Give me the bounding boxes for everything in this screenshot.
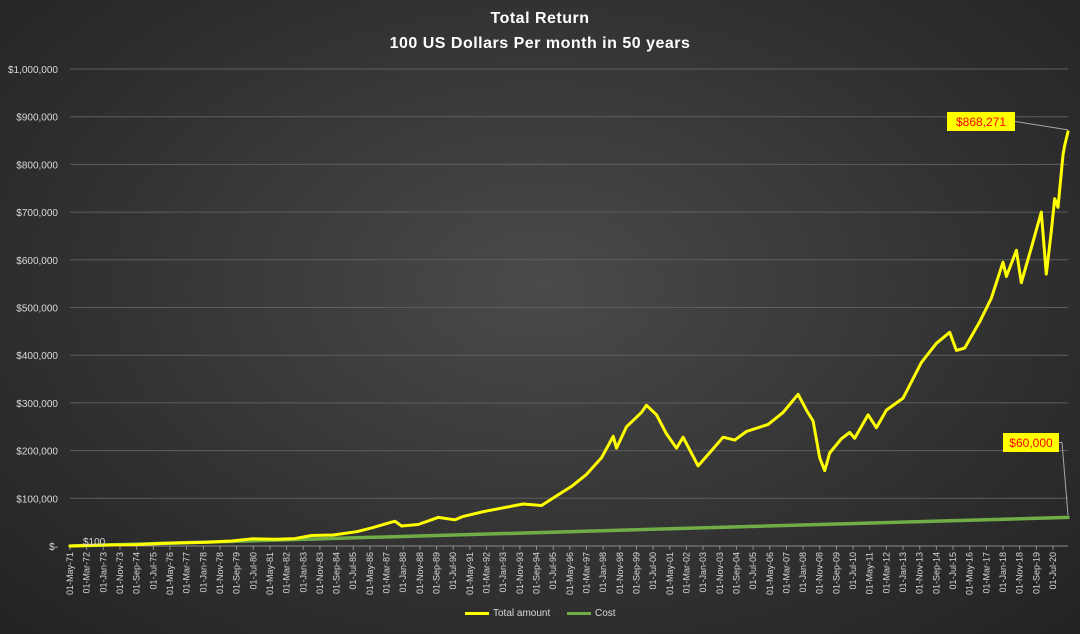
y-tick-label: $- — [49, 542, 58, 553]
x-tick-label: 01-Jul-80 — [248, 552, 258, 590]
x-tick-label: 01-Jul-95 — [548, 552, 558, 590]
x-tick-label: 01-Jul-75 — [148, 552, 158, 590]
callout-leader-total — [1014, 121, 1069, 131]
y-axis-ticks: $- $100,000 $200,000 $300,000 $400,000 $500,0… — [8, 65, 58, 553]
y-tick-label: $700,000 — [16, 208, 58, 219]
x-tick-label: 01-Mar-12 — [881, 552, 891, 594]
x-tick-label: 01-May-96 — [565, 552, 575, 595]
callout-box-total — [947, 112, 1015, 131]
x-tick-label: 01-Sep-94 — [532, 552, 542, 594]
x-tick-label: 01-May-71 — [65, 552, 75, 595]
y-tick-label: $300,000 — [16, 399, 58, 410]
x-tick-label: 01-Jan-83 — [298, 552, 308, 593]
x-tick-label: 01-May-16 — [965, 552, 975, 595]
y-tick-label: $100,000 — [16, 494, 58, 505]
y-tick-label: $900,000 — [16, 113, 58, 124]
x-tick-label: 01-Mar-77 — [182, 552, 192, 594]
x-tick-label: 01-Jul-90 — [448, 552, 458, 590]
x-tick-label: 01-May-01 — [665, 552, 675, 595]
x-tick-label: 01-Mar-97 — [581, 552, 591, 594]
x-tick-label: 01-Jul-05 — [748, 552, 758, 590]
y-tick-label: $1,000,000 — [8, 65, 58, 76]
x-axis-ticks: 01-May-71 01-Mar-72 01-Jan-73 01-Nov-73 01-S… — [65, 546, 1058, 595]
gridlines — [70, 68, 1068, 547]
legend-item-cost: Cost — [567, 608, 616, 619]
x-tick-label: 01-Jul-00 — [648, 552, 658, 590]
x-tick-label: 01-Jan-88 — [398, 552, 408, 593]
legend-item-total: Total amount — [465, 608, 550, 619]
x-tick-label: 01-Sep-74 — [132, 552, 142, 594]
x-tick-label: 01-May-76 — [165, 552, 175, 595]
x-tick-label: 01-Jan-08 — [798, 552, 808, 593]
x-tick-label: 01-May-81 — [265, 552, 275, 595]
x-tick-label: 01-Sep-19 — [1031, 552, 1041, 594]
chart-subtitle: 100 US Dollars Per month in 50 years — [389, 35, 691, 52]
x-tick-label: 01-Sep-79 — [232, 552, 242, 594]
legend-label-cost: Cost — [595, 608, 616, 619]
legend-swatch-total — [465, 612, 489, 615]
callout-leader-cost — [1059, 442, 1069, 516]
callout-label-cost: $60,000 — [1009, 436, 1053, 450]
x-tick-label: 01-Sep-89 — [432, 552, 442, 594]
x-tick-label: 01-May-11 — [865, 552, 875, 594]
x-tick-label: 01-Jul-85 — [348, 552, 358, 590]
x-tick-label: 01-Mar-92 — [482, 552, 492, 594]
x-tick-label: 01-Nov-83 — [315, 552, 325, 594]
x-tick-label: 01-Jul-15 — [948, 552, 958, 590]
x-tick-label: 01-Jan-78 — [198, 552, 208, 593]
legend-swatch-cost — [567, 612, 591, 615]
x-tick-label: 01-May-86 — [365, 552, 375, 595]
annotations: $868,271 $60,000 $100 — [83, 112, 1069, 548]
start-value-label: $100 — [83, 537, 106, 548]
x-tick-label: 01-Mar-82 — [282, 552, 292, 594]
x-tick-label: 01-Nov-03 — [715, 552, 725, 594]
x-tick-label: 01-May-06 — [765, 552, 775, 595]
x-tick-label: 01-Nov-93 — [515, 552, 525, 594]
x-tick-label: 01-Jan-98 — [598, 552, 608, 593]
x-tick-label: 01-Sep-04 — [731, 552, 741, 594]
x-tick-label: 01-Nov-73 — [115, 552, 125, 594]
x-tick-label: 01-Jan-93 — [498, 552, 508, 593]
x-tick-label: 01-Nov-13 — [915, 552, 925, 594]
x-tick-label: 01-Jan-73 — [98, 552, 108, 593]
x-tick-label: 01-Mar-07 — [781, 552, 791, 594]
x-tick-label: 01-May-91 — [465, 552, 475, 595]
series-line-total-amount — [68, 130, 1070, 548]
x-tick-label: 01-Nov-98 — [615, 552, 625, 594]
y-tick-label: $600,000 — [16, 256, 58, 267]
callout-box-cost — [1003, 433, 1059, 452]
x-tick-label: 01-Nov-88 — [415, 552, 425, 594]
x-tick-label: 01-Jan-18 — [998, 552, 1008, 593]
x-tick-label: 01-Jan-03 — [698, 552, 708, 593]
series-lines — [68, 130, 1070, 548]
y-tick-label: $500,000 — [16, 304, 58, 315]
x-tick-label: 01-Mar-72 — [82, 552, 92, 594]
y-tick-label: $200,000 — [16, 447, 58, 458]
x-tick-label: 01-Sep-09 — [831, 552, 841, 594]
x-tick-label: 01-Sep-84 — [332, 552, 342, 594]
x-tick-label: 01-Nov-18 — [1015, 552, 1025, 594]
x-tick-label: 01-Mar-02 — [681, 552, 691, 594]
x-tick-label: 01-Sep-99 — [631, 552, 641, 594]
x-tick-label: 01-Sep-14 — [931, 552, 941, 594]
y-tick-label: $400,000 — [16, 351, 58, 362]
x-tick-label: 01-Mar-87 — [382, 552, 392, 594]
y-tick-label: $800,000 — [16, 160, 58, 171]
x-tick-label: 01-Nov-08 — [815, 552, 825, 594]
x-tick-label: 01-Mar-17 — [981, 552, 991, 594]
x-tick-label: 01-Jan-13 — [898, 552, 908, 593]
legend-label-total: Total amount — [493, 608, 551, 619]
chart-title: Total Return — [490, 10, 590, 27]
x-tick-label: 01-Jul-20 — [1048, 552, 1058, 590]
x-tick-label: 01-Nov-78 — [215, 552, 225, 594]
x-tick-label: 01-Jul-10 — [848, 552, 858, 590]
callout-label-total: $868,271 — [956, 115, 1006, 129]
